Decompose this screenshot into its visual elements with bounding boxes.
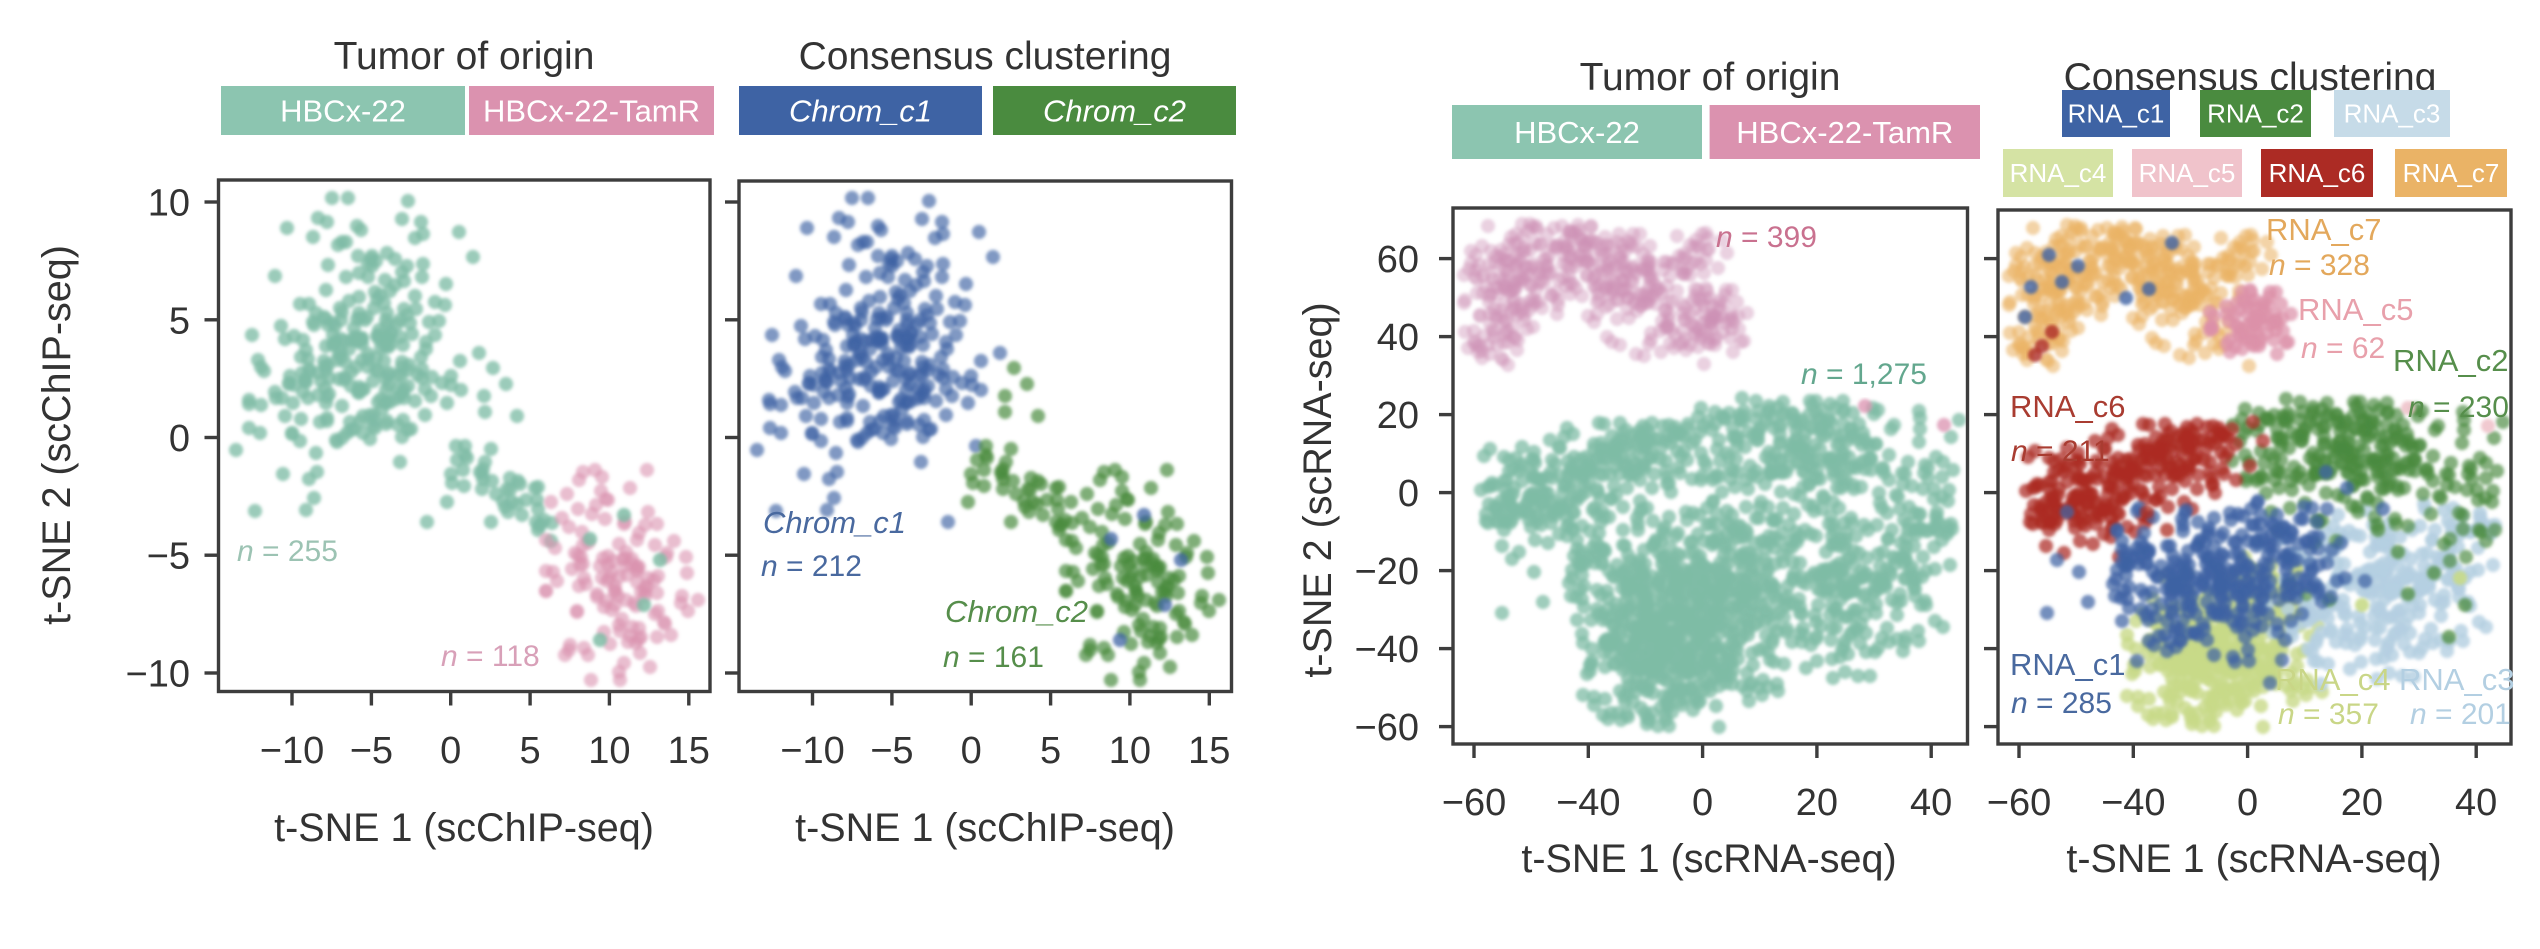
svg-text:RNA_c5: RNA_c5 bbox=[2139, 158, 2236, 188]
svg-text:10: 10 bbox=[1109, 730, 1151, 772]
svg-text:n = 212: n = 212 bbox=[761, 550, 862, 583]
svg-text:0: 0 bbox=[1398, 473, 1419, 515]
svg-text:−10: −10 bbox=[260, 730, 324, 772]
svg-text:10: 10 bbox=[588, 730, 630, 772]
svg-text:HBCx-22: HBCx-22 bbox=[280, 93, 406, 128]
svg-text:t-SNE 1 (scChIP-seq): t-SNE 1 (scChIP-seq) bbox=[795, 806, 1175, 850]
svg-text:−5: −5 bbox=[147, 536, 190, 578]
svg-text:−10: −10 bbox=[780, 730, 844, 772]
svg-text:RNA_c7: RNA_c7 bbox=[2403, 158, 2500, 188]
svg-text:Tumor of origin: Tumor of origin bbox=[334, 35, 595, 78]
svg-text:0: 0 bbox=[169, 418, 190, 460]
svg-text:Consensus clustering: Consensus clustering bbox=[799, 35, 1172, 78]
svg-text:−10: −10 bbox=[126, 654, 190, 696]
svg-text:20: 20 bbox=[1796, 782, 1838, 824]
svg-text:10: 10 bbox=[148, 183, 190, 225]
svg-text:−60: −60 bbox=[1442, 782, 1506, 824]
svg-text:20: 20 bbox=[1377, 395, 1419, 437]
svg-text:HBCx-22-TamR: HBCx-22-TamR bbox=[1736, 115, 1953, 150]
svg-text:−60: −60 bbox=[1355, 707, 1419, 749]
svg-text:HBCx-22: HBCx-22 bbox=[1514, 115, 1640, 150]
svg-text:n = 161: n = 161 bbox=[943, 641, 1044, 674]
svg-text:−40: −40 bbox=[1556, 782, 1620, 824]
svg-text:RNA_c4: RNA_c4 bbox=[2010, 158, 2107, 188]
svg-text:t-SNE 1 (scChIP-seq): t-SNE 1 (scChIP-seq) bbox=[274, 806, 654, 850]
svg-text:15: 15 bbox=[1188, 730, 1230, 772]
svg-text:5: 5 bbox=[520, 730, 541, 772]
svg-text:n = 118: n = 118 bbox=[441, 640, 540, 673]
svg-text:RNA_c2: RNA_c2 bbox=[2207, 99, 2304, 129]
svg-text:RNA_c1: RNA_c1 bbox=[2068, 99, 2165, 129]
svg-text:40: 40 bbox=[1377, 317, 1419, 359]
svg-text:40: 40 bbox=[1910, 782, 1952, 824]
svg-text:Chrom_c2: Chrom_c2 bbox=[945, 594, 1088, 629]
svg-text:n = 1,275: n = 1,275 bbox=[1801, 358, 1927, 391]
svg-text:−20: −20 bbox=[1355, 551, 1419, 593]
svg-text:60: 60 bbox=[1377, 239, 1419, 281]
svg-text:−5: −5 bbox=[350, 730, 393, 772]
svg-text:15: 15 bbox=[668, 730, 710, 772]
svg-text:t-SNE 1 (scRNA-seq): t-SNE 1 (scRNA-seq) bbox=[1521, 837, 1896, 881]
svg-text:t-SNE 2 (scChIP-seq): t-SNE 2 (scChIP-seq) bbox=[35, 245, 79, 625]
svg-text:5: 5 bbox=[169, 300, 190, 342]
svg-text:HBCx-22-TamR: HBCx-22-TamR bbox=[483, 93, 700, 128]
svg-text:0: 0 bbox=[961, 730, 982, 772]
svg-text:Chrom_c1: Chrom_c1 bbox=[763, 505, 906, 540]
svg-text:Chrom_c2: Chrom_c2 bbox=[1043, 93, 1186, 128]
svg-text:n = 255: n = 255 bbox=[237, 535, 338, 568]
svg-text:0: 0 bbox=[1692, 782, 1713, 824]
svg-text:0: 0 bbox=[440, 730, 461, 772]
svg-text:5: 5 bbox=[1040, 730, 1061, 772]
svg-text:−40: −40 bbox=[1355, 629, 1419, 671]
svg-text:t-SNE 2 (scRNA-seq): t-SNE 2 (scRNA-seq) bbox=[1296, 302, 1340, 677]
svg-text:−5: −5 bbox=[870, 730, 913, 772]
svg-text:Chrom_c1: Chrom_c1 bbox=[789, 93, 932, 128]
svg-text:RNA_c3: RNA_c3 bbox=[2344, 99, 2441, 129]
svg-text:RNA_c6: RNA_c6 bbox=[2269, 158, 2366, 188]
svg-text:Tumor of origin: Tumor of origin bbox=[1580, 56, 1841, 99]
svg-text:n = 399: n = 399 bbox=[1716, 221, 1817, 254]
